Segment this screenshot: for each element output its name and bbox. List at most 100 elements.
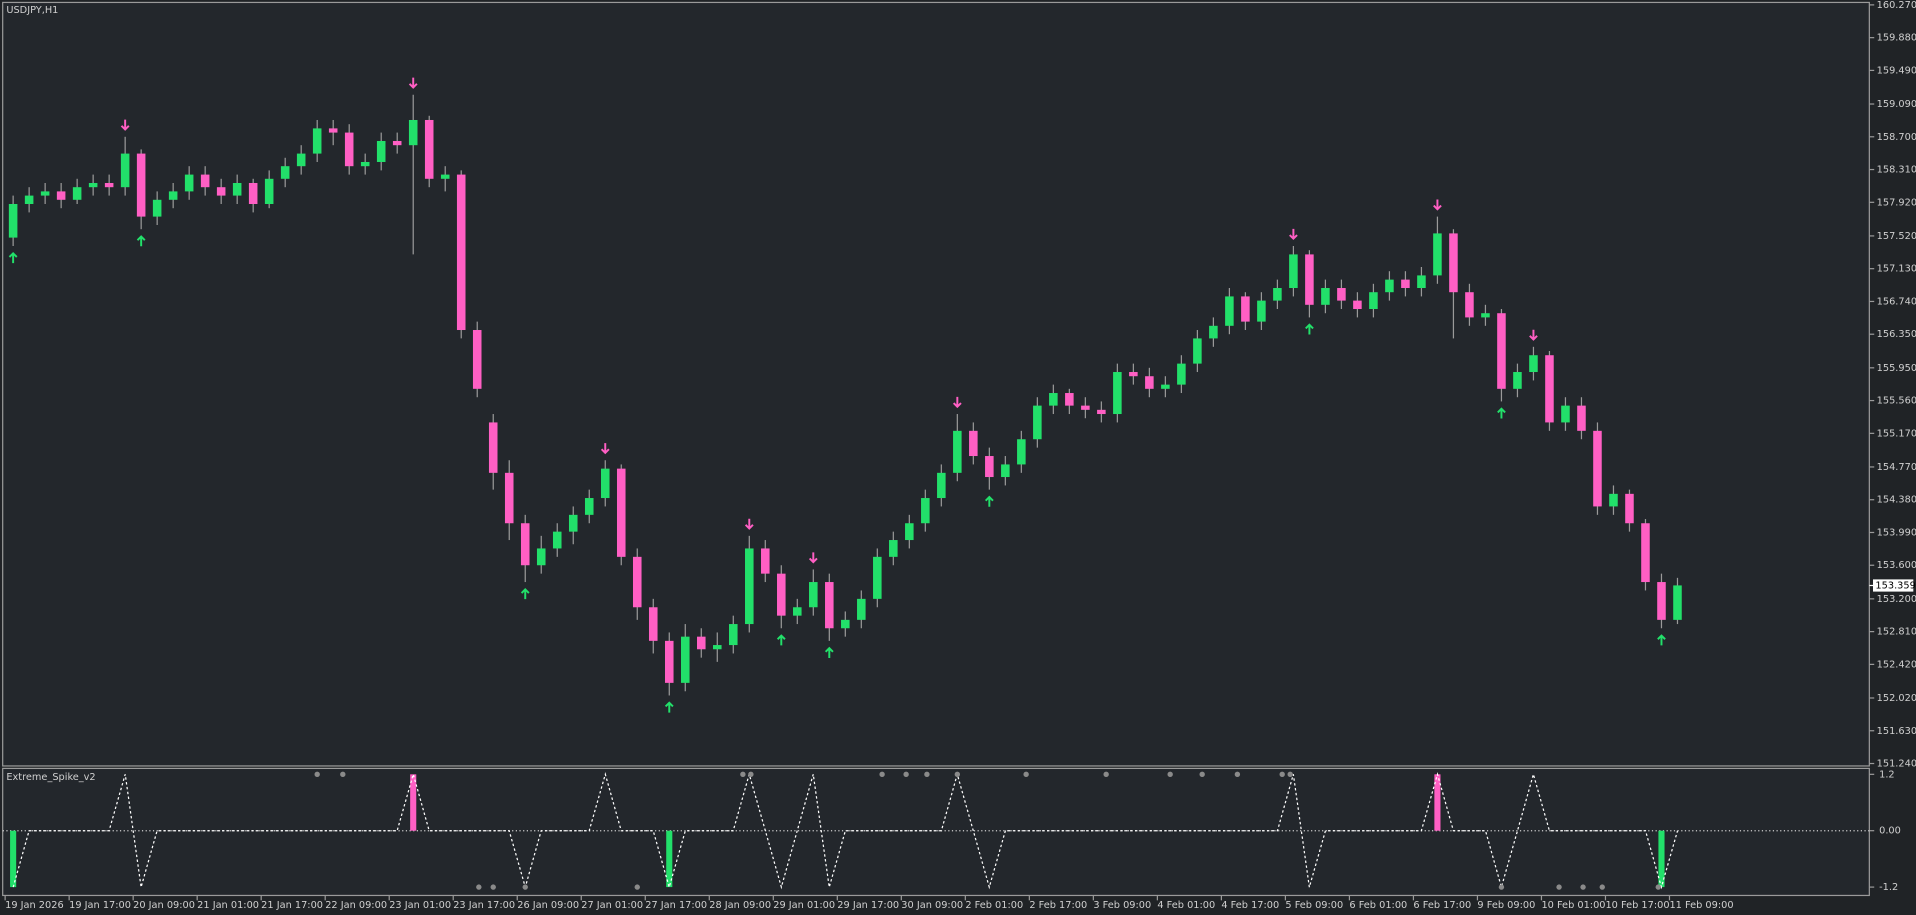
candle-body: [1577, 405, 1586, 431]
candle-body: [873, 556, 882, 599]
candle-body: [729, 624, 738, 646]
candle-body: [825, 582, 834, 629]
candle-body: [584, 498, 594, 515]
symbol-label: USDJPY,H1: [6, 5, 58, 16]
sell-arrow: [120, 119, 130, 131]
x-tick-label: 4 Feb 01:00: [1157, 900, 1215, 911]
candle-body: [1065, 393, 1074, 406]
candle-body: [184, 174, 194, 192]
candle-body: [632, 556, 642, 608]
candle-body: [1081, 405, 1090, 410]
candle-body: [200, 174, 210, 188]
candle-body: [1369, 292, 1378, 310]
indicator-bar: [410, 774, 417, 831]
y-tick-label: 156.350: [1877, 329, 1916, 340]
sell-arrow: [1433, 199, 1442, 211]
y-tick-label: 159.090: [1877, 99, 1916, 110]
x-tick-label: 28 Jan 09:00: [709, 900, 771, 911]
indicator-dot: [954, 771, 961, 778]
price-pane: [2, 1, 1870, 767]
candle-body: [120, 153, 130, 188]
candle-body: [1241, 296, 1250, 322]
candle-body: [1609, 493, 1618, 507]
indicator-dot: [1599, 884, 1605, 890]
candle-body: [1257, 300, 1266, 322]
y-tick-label: 160.270: [1877, 0, 1916, 11]
indicator-dot: [924, 771, 930, 778]
y-tick-label: 154.770: [1877, 462, 1916, 473]
y-tick-label: 155.560: [1877, 396, 1916, 407]
buy-arrow: [984, 495, 994, 507]
indicator-dot: [476, 884, 482, 890]
indicator-bar: [666, 830, 673, 888]
y-tick-label: 152.420: [1877, 659, 1916, 670]
candle-body: [1001, 464, 1010, 478]
x-tick-label: 27 Jan 01:00: [581, 900, 643, 911]
candle-body: [296, 153, 306, 167]
last-price-box: [1873, 579, 1914, 592]
y-tick-label: 156.740: [1877, 296, 1916, 307]
candle-body: [392, 140, 402, 146]
candle-body: [680, 636, 690, 683]
candle-body: [1209, 325, 1218, 339]
x-tick-label: 6 Feb 17:00: [1413, 900, 1471, 911]
candle-body: [1513, 372, 1522, 389]
x-tick-label: 2 Feb 17:00: [1029, 900, 1087, 911]
candle-body: [1289, 254, 1298, 289]
candle-body: [232, 182, 242, 196]
candle-body: [985, 456, 994, 478]
indicator-dot: [490, 884, 496, 890]
candle-body: [1145, 376, 1154, 389]
candle-body: [328, 128, 338, 133]
y-tick-label: 152.810: [1877, 627, 1916, 638]
x-tick-label: 21 Jan 01:00: [197, 900, 259, 911]
candle-body: [1273, 288, 1282, 301]
x-tick-label: 20 Jan 09:00: [133, 900, 195, 911]
candle-body: [472, 330, 482, 389]
x-tick-label: 10 Feb 01:00: [1541, 900, 1605, 911]
candle-body: [456, 174, 466, 331]
candle-body: [504, 472, 514, 524]
x-tick-label: 22 Jan 09:00: [325, 900, 387, 911]
candle-body: [360, 161, 370, 167]
y-tick-label: 152.020: [1877, 693, 1916, 704]
x-tick-label: 27 Jan 17:00: [645, 900, 707, 911]
indicator-dot: [1103, 771, 1109, 778]
candle-body: [1529, 355, 1538, 373]
indicator-bar: [1434, 774, 1441, 831]
x-tick-label: 5 Feb 09:00: [1285, 900, 1343, 911]
x-tick-label: 19 Jan 17:00: [69, 900, 131, 911]
candle-body: [1049, 393, 1058, 406]
indicator-dot: [1023, 771, 1029, 778]
indicator-dot: [1279, 771, 1285, 778]
candle-body: [793, 607, 802, 616]
candle-body: [1321, 288, 1330, 305]
candle-body: [713, 645, 722, 650]
candle-body: [424, 119, 434, 179]
indicator-bar: [1658, 830, 1665, 888]
x-tick-label: 30 Jan 09:00: [901, 900, 963, 911]
candle-body: [1097, 409, 1106, 415]
indicator-dot: [340, 771, 346, 778]
indicator-dot: [1199, 771, 1205, 778]
buy-arrow: [776, 634, 786, 646]
candle-body: [312, 128, 322, 154]
candle-body: [1305, 254, 1314, 305]
candle-body: [745, 548, 754, 625]
y-tick-label: 153.600: [1877, 560, 1916, 571]
candle-body: [1337, 288, 1346, 301]
sell-arrow: [1529, 329, 1538, 341]
indicator-label: Extreme_Spike_v2: [6, 772, 95, 783]
sell-arrow: [952, 396, 962, 409]
candle-body: [777, 573, 786, 616]
candle-body: [216, 187, 226, 196]
sell-arrow: [600, 443, 610, 455]
candle-body: [536, 548, 546, 566]
indicator-tick-label: 1.2: [1879, 769, 1895, 780]
y-tick-label: 155.950: [1877, 363, 1916, 374]
x-tick-label: 29 Jan 17:00: [837, 900, 899, 911]
sell-arrow: [744, 518, 754, 530]
y-tick-label: 159.490: [1877, 65, 1916, 76]
candle-body: [72, 187, 82, 200]
